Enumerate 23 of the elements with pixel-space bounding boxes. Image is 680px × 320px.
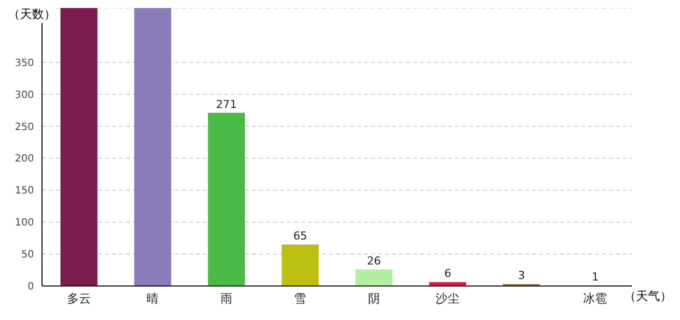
y-tick-label: 100 <box>14 218 34 229</box>
x-axis-title: （天气） <box>624 288 672 305</box>
data-label: 26 <box>366 254 381 268</box>
data-label: 3 <box>518 269 525 282</box>
y-tick-label: 0 <box>28 282 34 293</box>
y-axis-title: （天数） <box>8 6 56 23</box>
x-tick-label: 雨 <box>220 292 232 306</box>
y-tick-label: 350 <box>14 58 34 69</box>
x-tick-label: 雪 <box>294 292 306 306</box>
y-tick-label: 150 <box>14 186 34 197</box>
data-label: 65 <box>293 229 308 242</box>
y-tick-label: 200 <box>14 154 34 165</box>
x-tick-label: 晴 <box>146 292 159 306</box>
x-tick-label: 阴 <box>368 292 380 306</box>
data-label: 271 <box>216 98 237 111</box>
x-tick-label: 沙尘 <box>436 292 460 306</box>
data-label: 6 <box>444 267 452 280</box>
y-tick-label: 300 <box>14 90 34 101</box>
x-tick-label: 冰雹 <box>583 292 608 306</box>
y-tick-label: 250 <box>14 122 34 133</box>
x-tick-label: 多云 <box>66 292 91 306</box>
data-label: 1 <box>592 270 599 284</box>
y-tick-label: 50 <box>21 250 34 261</box>
